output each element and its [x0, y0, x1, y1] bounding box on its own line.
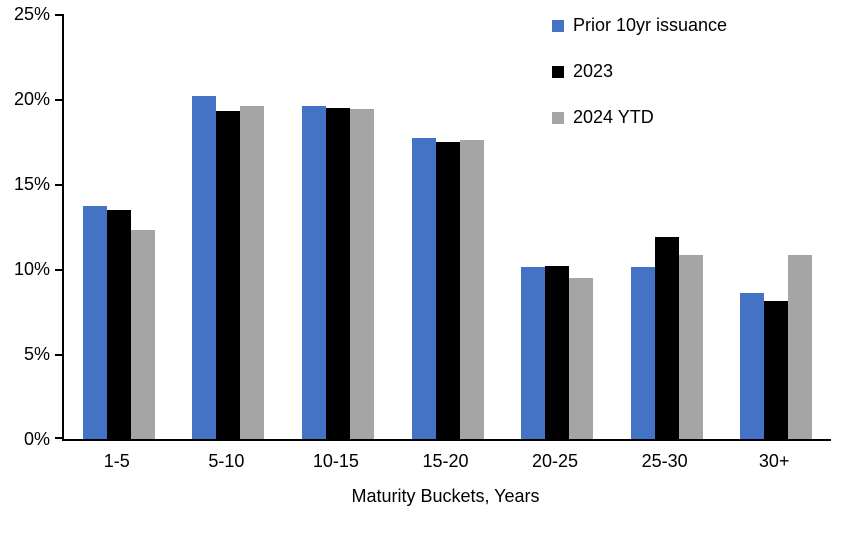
bar-prior-10yr-issuance-20-25 [521, 267, 546, 439]
y-tick-label: 20% [13, 89, 50, 109]
bar-2024-ytd-5-10 [240, 105, 265, 439]
bar-prior-10yr-issuance-25-30 [630, 267, 655, 439]
bar-prior-10yr-issuance-10-15 [301, 105, 326, 439]
bar-2024-ytd-1-5 [130, 229, 155, 439]
bar-2023-15-20 [435, 141, 460, 439]
bar-group-1-5 [82, 206, 155, 439]
legend-label: 2023 [573, 61, 614, 81]
bar-group-15-20 [411, 138, 484, 439]
bar-group-5-10 [192, 95, 265, 439]
y-axis-tick [55, 269, 62, 271]
bar-group-10-15 [301, 105, 374, 439]
bar-prior-10yr-issuance-30+ [740, 292, 765, 439]
x-tick-label: 10-15 [312, 451, 359, 471]
y-axis-labels: 0% 5% 10% 15% 20% 25% [0, 4, 50, 449]
legend-item-2024-ytd: 2024 YTD [552, 107, 727, 128]
y-tick-label: 10% [13, 259, 50, 279]
y-axis-tick [55, 14, 62, 16]
x-axis-labels: 1-5 5-10 10-15 15-20 20-25 25-30 30+ [62, 450, 829, 474]
y-axis-tick [55, 184, 62, 186]
x-tick-label: 1-5 [103, 451, 130, 471]
legend-swatch-icon [552, 111, 564, 124]
bar-2023-1-5 [106, 209, 131, 439]
x-tick-label: 20-25 [532, 451, 579, 471]
y-tick-label: 25% [13, 4, 50, 24]
legend-swatch-icon [552, 65, 564, 78]
x-axis-title: Maturity Buckets, Years [351, 486, 540, 506]
legend-swatch-icon [552, 19, 564, 32]
bar-2023-5-10 [216, 110, 241, 439]
y-tick-label: 0% [23, 429, 50, 449]
bar-2024-ytd-15-20 [459, 139, 484, 439]
plot-area [55, 14, 831, 441]
bar-2023-25-30 [654, 236, 679, 439]
bar-prior-10yr-issuance-5-10 [192, 95, 217, 439]
legend-label: Prior 10yr issuance [573, 15, 728, 35]
y-axis-tick [55, 99, 62, 101]
bar-group-25-30 [630, 236, 703, 439]
bar-2024-ytd-20-25 [569, 277, 594, 439]
y-tick-label: 15% [13, 174, 50, 194]
bar-2023-20-25 [545, 265, 570, 439]
bar-group-30+ [740, 255, 813, 439]
bar-2024-ytd-25-30 [678, 255, 703, 439]
legend-label: 2024 YTD [573, 107, 654, 127]
y-tick-label: 5% [23, 344, 50, 364]
x-tick-label: 15-20 [422, 451, 469, 471]
bar-2023-30+ [764, 301, 789, 439]
legend-item-2023: 2023 [552, 61, 727, 82]
bar-2023-10-15 [325, 107, 350, 439]
x-tick-label: 5-10 [208, 451, 245, 471]
bar-group-20-25 [521, 265, 594, 439]
bar-prior-10yr-issuance-15-20 [411, 138, 436, 439]
y-axis-tick [55, 354, 62, 356]
legend-item-prior-10yr-issuance: Prior 10yr issuance [552, 15, 727, 36]
bar-2024-ytd-10-15 [349, 109, 374, 439]
y-axis-tick [55, 437, 62, 439]
bar-prior-10yr-issuance-1-5 [82, 206, 107, 439]
x-tick-label: 30+ [758, 451, 790, 471]
legend: Prior 10yr issuance 2023 2024 YTD [552, 15, 727, 128]
x-tick-label: 25-30 [641, 451, 688, 471]
bar-2024-ytd-30+ [788, 255, 813, 439]
